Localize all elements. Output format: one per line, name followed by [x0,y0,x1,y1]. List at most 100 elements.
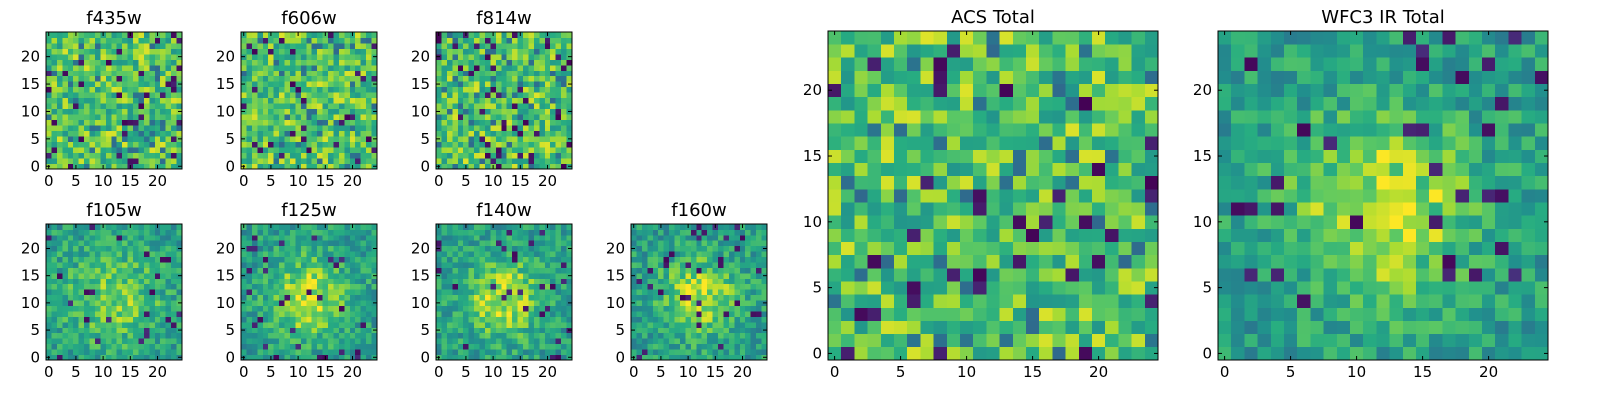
heatmap-cell [46,289,52,296]
heatmap-cell [46,332,52,339]
heatmap-cell [550,119,557,126]
heatmap-cell [690,343,697,350]
heatmap-cell [920,188,934,203]
heatmap-cell [457,267,464,274]
heatmap-cell [484,316,491,323]
heatmap-cell [484,108,491,115]
x-tick-label: 15 [316,363,335,381]
heatmap-cell [658,289,665,296]
heatmap-cell [436,332,442,339]
heatmap-cell [528,267,535,274]
heatmap-cell [734,256,741,263]
heatmap-cell [62,300,69,306]
heatmap-cell [761,278,768,285]
heatmap-cell [338,119,345,126]
heatmap-cell [284,42,291,49]
heatmap-cell [241,229,247,236]
heatmap-cell [960,215,974,229]
heatmap-cell [669,224,675,230]
heatmap-cell [463,48,470,55]
heatmap-cells [241,32,378,170]
heatmap-cell [690,245,697,252]
heatmap-cell [89,32,96,38]
heatmap-cell [89,354,96,361]
heatmap-cell [149,70,156,77]
heatmap-cell [317,321,323,328]
heatmap-cell [127,136,134,142]
heatmap-cell [262,32,269,38]
heatmap-cell [973,175,987,190]
heatmap-cell [116,81,123,88]
heatmap-cell [501,300,508,306]
heatmap-cell [371,92,378,99]
heatmap-cell [311,108,318,115]
heatmap-cell [171,59,177,66]
heatmap-cell [355,92,362,99]
heatmap-cell [295,136,302,142]
heatmap-cell [446,300,453,306]
heatmap-cell [289,59,296,66]
heatmap-cell [452,262,459,268]
heatmap-cell [311,321,318,328]
heatmap-cell [512,163,518,170]
heatmap-cell [495,125,502,132]
heatmap-cell [679,234,686,241]
heatmap-cell [176,97,183,104]
heatmap-cell [349,289,356,296]
heatmap-cell [100,103,107,110]
heatmap-cell [322,147,329,153]
heatmap-cell [176,158,183,164]
heatmap-cell [566,283,573,290]
heatmap-cell [257,300,264,306]
heatmap-cell [333,332,340,339]
heatmap-cell [176,114,183,121]
heatmap-cell [463,70,470,77]
heatmap-cell [490,141,497,148]
heatmap-cell [463,245,470,252]
heatmap-cell [561,158,567,164]
heatmap-cell [268,267,275,274]
heatmap-cell [501,81,508,88]
heatmap-cell [636,262,643,268]
heatmap-cell [468,289,475,296]
heatmap-cell [67,136,74,142]
heatmap-cell [468,97,475,104]
heatmap-cell [154,294,161,301]
heatmap-cell [555,114,562,121]
heatmap-cell [84,311,90,317]
heatmap-cell [631,289,637,296]
heatmap-cell [273,136,280,142]
heatmap-cell [555,136,562,142]
heatmap-cell [555,103,562,110]
x-tick-label: 10 [484,363,503,381]
heatmap-cell [495,272,502,279]
heatmap-cell [371,256,378,263]
heatmap-cell [338,152,345,159]
heatmap-cell [723,245,730,252]
heatmap-cell [1052,215,1066,229]
heatmap-cell [251,136,258,142]
heatmap-cell [973,215,987,229]
heatmap-cell [523,349,529,355]
heatmap-cell [761,256,768,263]
heatmap-cell [300,283,307,290]
heatmap-cell [457,119,464,126]
y-tick-label: 5 [420,321,430,339]
heatmap-cell [344,37,351,44]
heatmap-cell [165,224,172,230]
heatmap-cell [122,70,128,77]
heatmap-cell [446,245,453,252]
heatmap-cell [149,343,156,350]
heatmap-cell [100,125,107,132]
heatmap-cell [143,240,150,247]
heatmap-cell [279,42,285,49]
heatmap-cell [300,354,307,361]
heatmap-cell [457,256,464,263]
heatmap-cell [171,224,177,230]
heatmap-cell [366,321,372,328]
heatmap-cell [647,289,654,296]
heatmap-cell [317,32,323,38]
heatmap-cell [295,267,302,274]
heatmap-cell [289,97,296,104]
heatmap-cell [78,108,85,115]
